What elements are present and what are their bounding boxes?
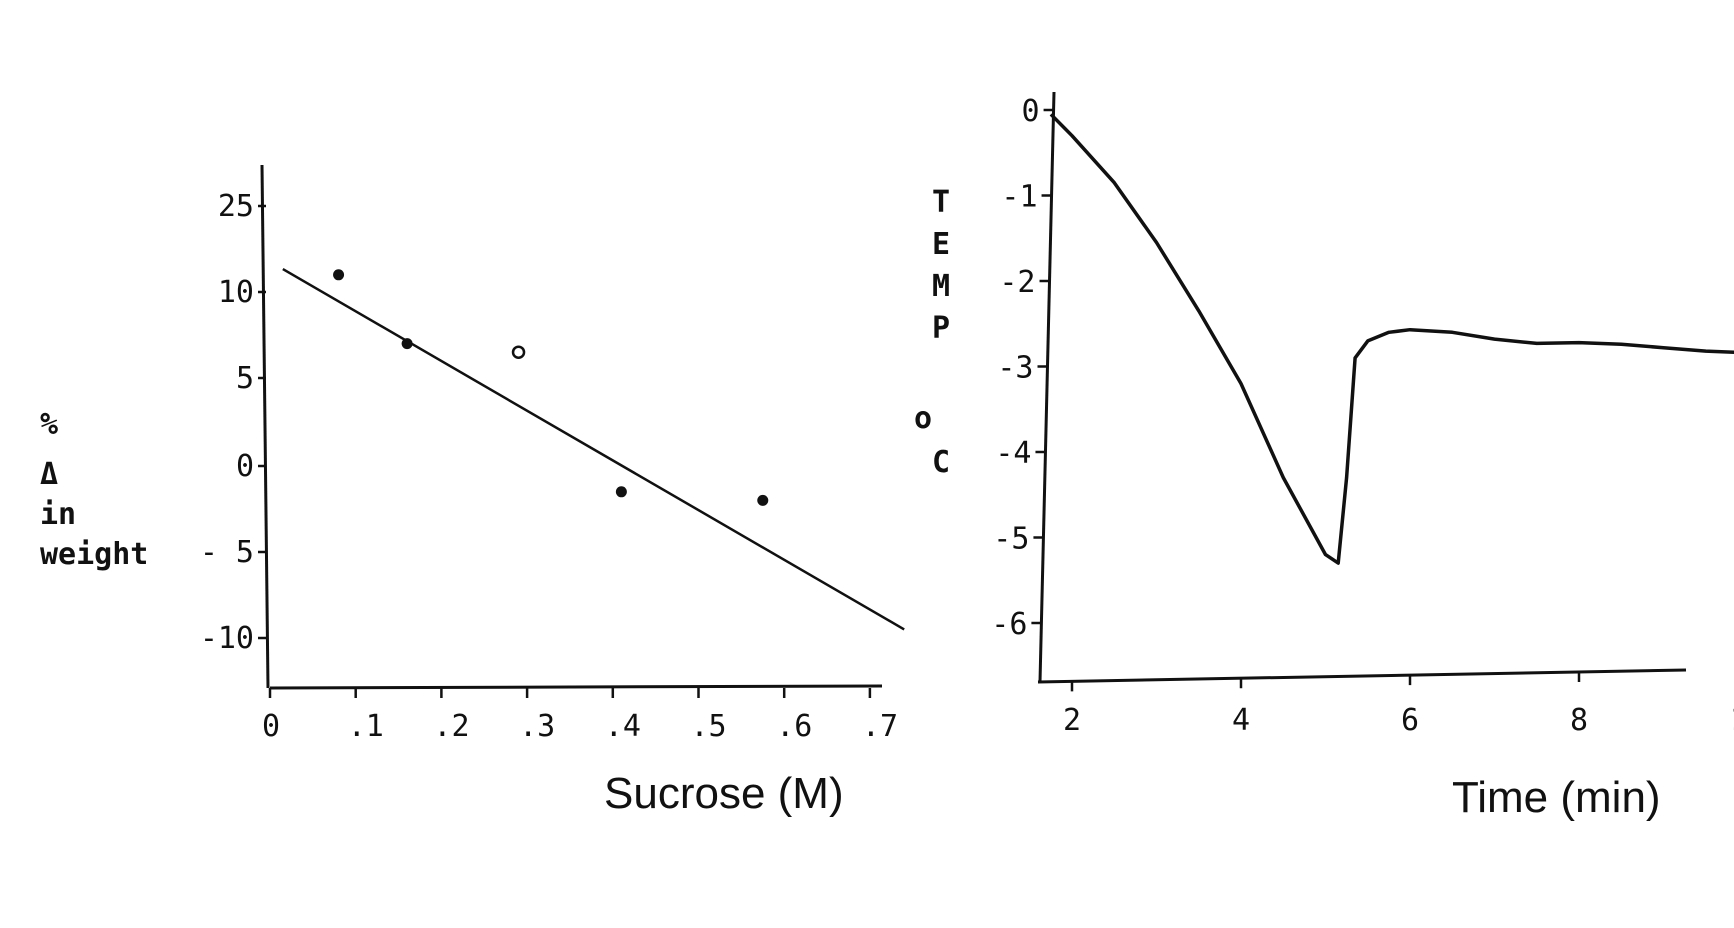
y-tick-label: -1 — [1001, 180, 1037, 215]
temperature-chart-series — [1049, 113, 1734, 565]
y-title-line: % — [40, 407, 58, 442]
x-tick-label: .7 — [862, 709, 898, 744]
y-title-line: Δ — [40, 457, 58, 492]
y-tick-label: -3 — [997, 351, 1033, 386]
y-tick-label: -5 — [993, 522, 1029, 557]
x-tick-label: 4 — [1232, 703, 1250, 738]
data-point — [333, 269, 345, 281]
sucrose-chart-y-ticks: 25 10 5 0 - 5 -10 — [200, 189, 266, 656]
x-tick-label: .3 — [519, 709, 555, 744]
y-title-line: weight — [40, 537, 148, 572]
y-tick-label: 10 — [218, 275, 254, 310]
y-title-letter: M — [932, 269, 950, 304]
x-tick-label: 0 — [262, 709, 280, 744]
data-point — [401, 338, 413, 350]
x-tick-label: .5 — [691, 709, 727, 744]
sucrose-chart-x-title: Sucrose (M) — [604, 769, 844, 818]
sucrose-chart-y-title: % Δ in weight — [40, 407, 148, 572]
sucrose-chart-x-ticks: 0 .1 .2 .3 .4 .5 .6 .7 — [262, 688, 898, 744]
y-tick-label: - 5 — [200, 535, 254, 570]
x-tick-label: 10 — [1730, 703, 1734, 738]
y-title-letter: T — [932, 185, 950, 220]
temperature-chart-y-title: T E M P o C — [914, 185, 950, 480]
fit-line — [282, 267, 905, 631]
y-title-line: in — [40, 497, 76, 532]
y-tick-label: -6 — [991, 607, 1027, 642]
temperature-chart-x-ticks: 2468101214 — [1063, 671, 1734, 738]
y-tick-label: 0 — [236, 449, 254, 484]
x-tick-label: .6 — [776, 709, 812, 744]
x-tick-label: .2 — [433, 709, 469, 744]
temperature-chart-x-axis — [1037, 668, 1687, 684]
y-tick-label: -10 — [200, 621, 254, 656]
sucrose-chart-x-axis — [269, 684, 883, 690]
data-point — [615, 486, 627, 498]
x-tick-label: .1 — [348, 709, 384, 744]
data-point — [757, 494, 769, 506]
sucrose-chart-points — [333, 269, 769, 506]
x-tick-label: 6 — [1401, 703, 1419, 738]
sucrose-chart-fit — [282, 267, 905, 631]
y-tick-label: 0 — [1022, 94, 1040, 129]
temperature-chart-y-ticks: 0 -1 -2 -3 -4 -5 -6 — [991, 94, 1054, 642]
data-point — [511, 345, 526, 359]
temperature-series-line — [1049, 113, 1734, 565]
y-tick-label: 5 — [236, 361, 254, 396]
y-tick-label: -2 — [999, 265, 1035, 300]
sucrose-chart-y-axis — [260, 164, 270, 689]
temperature-chart: 2468101214 0-1-2-3-4-5-6 T E M P o C Tim… — [914, 91, 1734, 822]
x-tick-label: .4 — [605, 709, 641, 744]
y-tick-label: 25 — [218, 189, 254, 224]
x-tick-label: 2 — [1063, 703, 1081, 738]
y-title-letter: C — [932, 445, 950, 480]
y-title-letter: E — [932, 227, 950, 262]
sucrose-chart: 0 .1 .2 .3 .4 .5 .6 .7 25 10 5 0 - 5 -10 % Δ in weig… — [40, 164, 905, 818]
x-tick-label: 8 — [1570, 703, 1588, 738]
y-tick-label: -4 — [995, 436, 1031, 471]
temperature-chart-y-axis — [1038, 91, 1056, 683]
y-title-letter: P — [932, 311, 950, 346]
y-title-letter: o — [914, 401, 932, 436]
temperature-chart-x-title: Time (min) — [1452, 773, 1661, 822]
